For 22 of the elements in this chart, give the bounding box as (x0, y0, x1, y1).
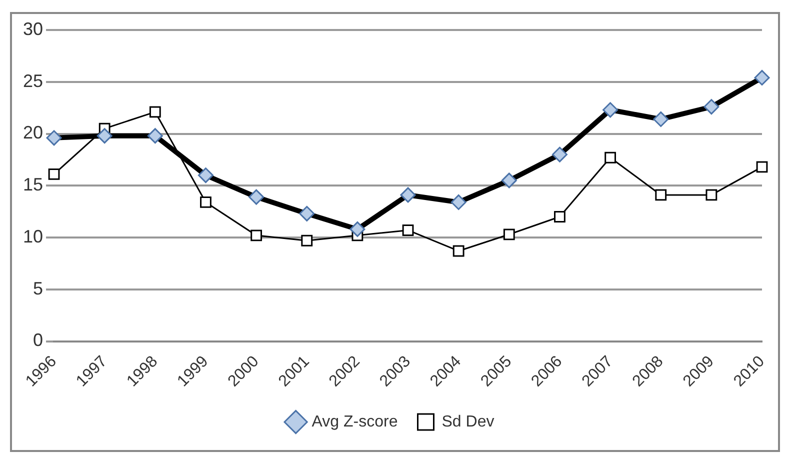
point (48, 168, 60, 180)
point (402, 224, 414, 236)
point (655, 189, 667, 201)
y-tick-label: 10 (22, 226, 44, 246)
point (200, 196, 212, 208)
y-tick-label: 30 (22, 18, 44, 39)
point (149, 106, 161, 118)
y-tick-label: 25 (22, 70, 44, 91)
y-tick-label: 0 (33, 330, 44, 350)
point (604, 152, 616, 164)
point (706, 189, 718, 201)
point (452, 245, 464, 257)
y-tick-label: 15 (22, 174, 44, 195)
legend-label: Sd Dev (442, 413, 494, 430)
point (503, 228, 515, 240)
point (756, 161, 768, 173)
y-tick-label: 5 (33, 278, 44, 298)
point (250, 230, 262, 242)
point (554, 211, 566, 222)
y-tick-label: 20 (22, 122, 44, 143)
point (301, 234, 313, 246)
legend-label: Avg Z-score (312, 413, 398, 430)
